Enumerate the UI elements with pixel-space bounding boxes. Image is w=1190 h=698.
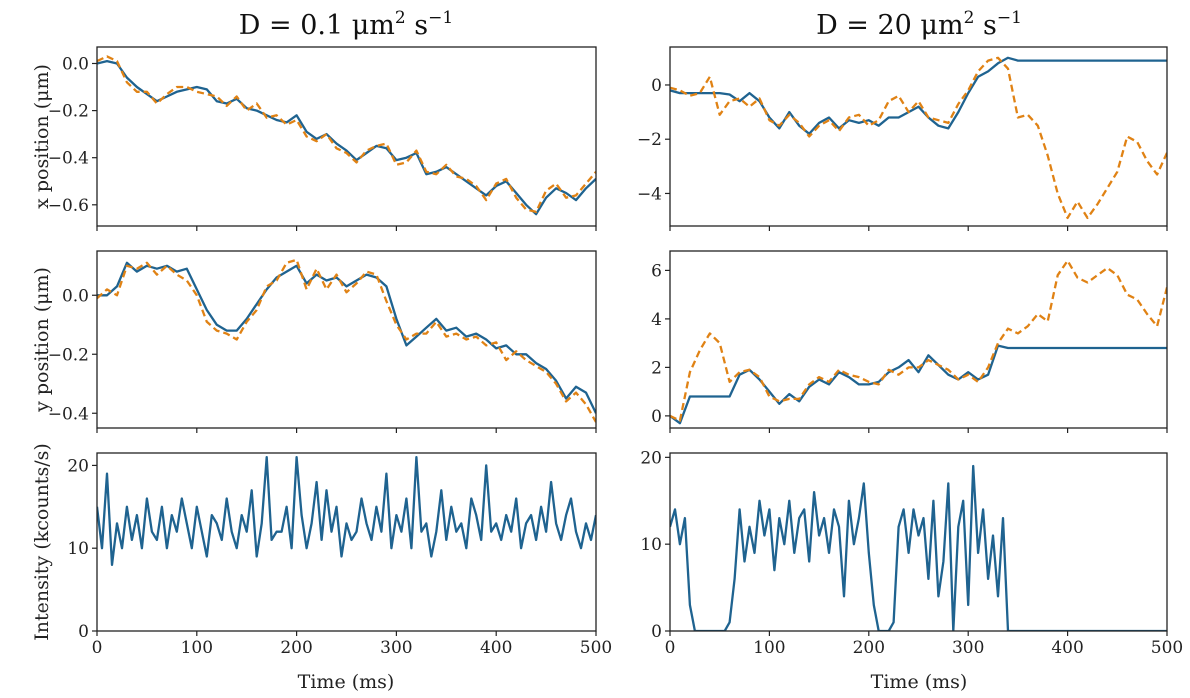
axes-frame [669,452,1168,632]
x-axis-label-right: Time (ms) [871,671,968,693]
y-tick-label: 20 [67,456,89,476]
series-line-x-right-solid [670,56,1167,135]
y-tick-label: 0 [651,622,662,642]
x-tick-label: 200 [280,638,312,658]
series-line-i-right-solid [670,464,1167,631]
title-sup: −1 [997,8,1022,28]
y-axis-label: x position (μm) [31,64,53,209]
y-tick-label: −0.2 [48,345,89,365]
column-title-right: D = 20 μm2 s−1 [816,8,1022,41]
y-tick-label: −0.4 [48,404,89,424]
title-sup: 2 [395,8,406,28]
title-main: D = 0.1 μm [239,10,395,41]
x-tick-label: 400 [1051,638,1083,658]
title-main: D = 20 μm [816,10,964,41]
panel-y-right: 0 2 4 6 [651,250,1168,433]
series-line-y-left-solid [97,261,596,414]
y-tick-label: 0 [651,76,662,96]
x-tick-label: 300 [952,638,984,658]
panel-i-right: 0 100 200 300 400 500 0 10 20 [640,448,1183,658]
axes-frame [96,452,597,632]
series-line-y-right-solid [670,344,1167,425]
y-tick-label: −0.4 [48,149,89,169]
y-tick-label: −0.6 [48,196,89,216]
panel-x-left: 0.0 −0.2 −0.4 −0.6x position (μm) [31,46,597,231]
y-axis-label: Intensity (kcounts/s) [31,443,53,641]
panel-i-left: 0 100 200 300 400 500 0 10 20 Intensity (kcounts/… [31,443,612,658]
y-tick-label: 10 [67,539,89,559]
y-tick-label: −2 [637,130,662,150]
x-tick-label: 0 [92,638,103,658]
y-tick-label: 0.0 [62,286,89,306]
x-tick-label: 500 [1151,638,1183,658]
series-line-y-right-dashed [670,259,1167,422]
series-line-i-left-solid [97,455,596,566]
y-tick-label: 0 [78,622,89,642]
x-tick-label: 400 [480,638,512,658]
y-tick-label: 0 [651,407,662,427]
x-tick-label: 500 [580,638,612,658]
title-unit: s [974,10,996,41]
series-line-x-left-dashed [97,55,596,214]
y-tick-label: 20 [640,448,662,468]
panel-y-left: 0.0 −0.2 −0.4y position (μm) [31,250,597,433]
panel-x-right: 0 −2 −4 [637,46,1168,231]
y-tick-label: 6 [651,261,662,281]
y-tick-label: 4 [651,310,662,330]
x-tick-label: 300 [380,638,412,658]
y-tick-label: −4 [637,184,662,204]
x-tick-label: 100 [753,638,785,658]
axes-frame [96,250,597,429]
x-axis-label-left: Time (ms) [298,671,395,693]
y-tick-label: 2 [651,358,662,378]
series-line-x-left-solid [97,59,596,216]
title-unit: s [406,10,428,41]
axes-frame [96,46,597,227]
column-title-left: D = 0.1 μm2 s−1 [239,8,453,41]
x-tick-label: 200 [853,638,885,658]
series-line-x-right-dashed [670,56,1167,220]
x-tick-label: 100 [181,638,213,658]
axes-frame [669,250,1168,429]
title-sup: −1 [428,8,453,28]
axes-frame [669,46,1168,227]
x-tick-label: 0 [665,638,676,658]
y-tick-label: 10 [640,535,662,555]
panels-group: 0.0 −0.2 −0.4 −0.6x position (μm) 0 −2 −4 0.0 −0… [31,46,1183,658]
y-tick-label: 0.0 [62,54,89,74]
series-line-y-left-dashed [97,258,596,423]
title-sup: 2 [964,8,975,28]
y-tick-label: −0.2 [48,102,89,122]
y-axis-label: y position (μm) [31,267,53,413]
